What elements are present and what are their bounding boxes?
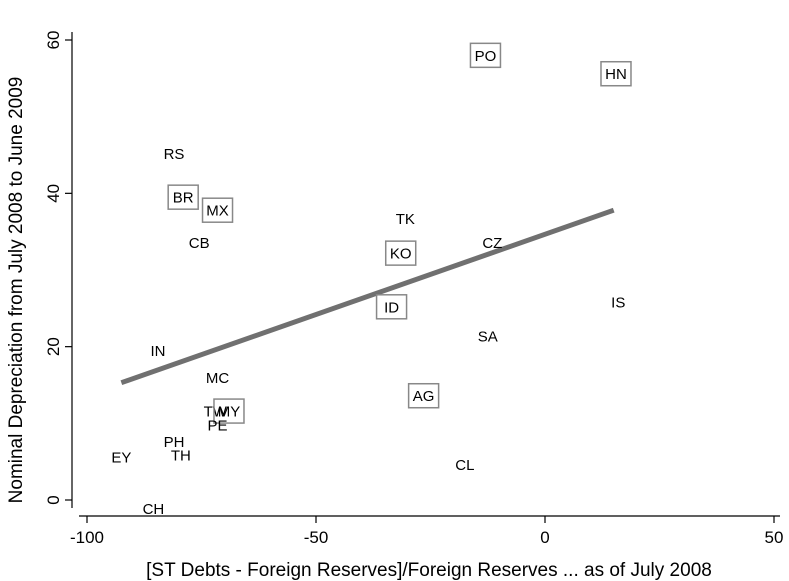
data-point-ag: AG (407, 382, 440, 409)
data-point-cl: CL (455, 457, 474, 474)
data-point-label: AG (413, 388, 435, 405)
data-point-is: IS (611, 295, 625, 312)
data-point-label: TK (396, 211, 415, 228)
axes: 0 20 40 60 -100 -50 0 50 (44, 31, 783, 547)
data-point-label: PO (475, 48, 497, 65)
data-point-box (600, 60, 632, 87)
y-tick-label: 20 (44, 337, 63, 356)
data-point-ko: KO (384, 240, 417, 266)
x-ticks: -100 -50 0 50 (70, 516, 783, 547)
y-tick-label: 60 (44, 31, 63, 50)
y-ticks: 0 20 40 60 (44, 31, 72, 505)
x-tick-label: 0 (540, 528, 549, 547)
data-point-sa: SA (478, 328, 498, 345)
data-point-label: CZ (482, 235, 502, 252)
data-point-label: TW (204, 404, 228, 421)
fitted-regression-line (120, 207, 615, 386)
data-point-rs: RS (164, 146, 185, 163)
data-point-label: MC (206, 370, 229, 387)
data-point-box (375, 294, 408, 320)
data-point-box (201, 197, 234, 223)
data-point-label: CH (143, 501, 165, 518)
data-point-mc: MC (206, 370, 229, 387)
data-point-cb: CB (189, 235, 210, 252)
data-point-cz: CZ (482, 235, 502, 252)
data-point-label: EY (111, 450, 131, 467)
x-tick-label: -50 (304, 528, 329, 547)
data-point-th: TH (171, 447, 191, 464)
data-point-br: BR (167, 184, 199, 210)
data-point-label: MY (218, 404, 241, 421)
data-point-label: TH (171, 447, 191, 464)
data-point-mx: MX (201, 197, 234, 223)
data-point-hn: HN (600, 60, 632, 87)
data-point-ph: PH (164, 434, 185, 451)
y-axis-title: Nominal Depreciation from July 2008 to J… (6, 77, 27, 504)
y-tick-label: 0 (44, 495, 63, 504)
data-point-label: CB (189, 235, 210, 252)
data-point-tk: TK (396, 211, 415, 228)
data-point-label: SA (478, 328, 498, 345)
data-point-box (167, 184, 199, 210)
data-point-label: HN (605, 66, 627, 83)
data-point-label: IN (150, 343, 165, 360)
data-point-ch: CH (143, 501, 165, 518)
data-point-label: BR (173, 190, 194, 207)
data-point-my: MY (213, 398, 245, 424)
data-point-id: ID (375, 294, 408, 320)
data-point-label: MX (206, 203, 229, 220)
data-point-label: ID (384, 299, 399, 316)
data-point-label: PH (164, 434, 185, 451)
y-tick-label: 40 (44, 184, 63, 203)
x-tick-label: -100 (70, 528, 104, 547)
data-point-box (384, 240, 417, 266)
data-point-box (407, 382, 440, 409)
data-point-label: KO (390, 246, 412, 263)
data-point-in: IN (150, 343, 165, 360)
data-point-tw: TW (204, 404, 228, 421)
data-point-box (469, 42, 502, 69)
data-point-label: CL (455, 457, 474, 474)
data-point-pe: PE (208, 417, 228, 434)
data-point-label: PE (208, 417, 228, 434)
x-tick-label: 50 (765, 528, 784, 547)
data-point-box (213, 398, 245, 424)
data-point-label: IS (611, 295, 625, 312)
data-point-po: PO (469, 42, 502, 69)
data-point-ey: EY (111, 450, 131, 467)
data-point-label: RS (164, 146, 185, 163)
x-axis-title: [ST Debts - Foreign Reserves]/Foreign Re… (146, 560, 712, 581)
